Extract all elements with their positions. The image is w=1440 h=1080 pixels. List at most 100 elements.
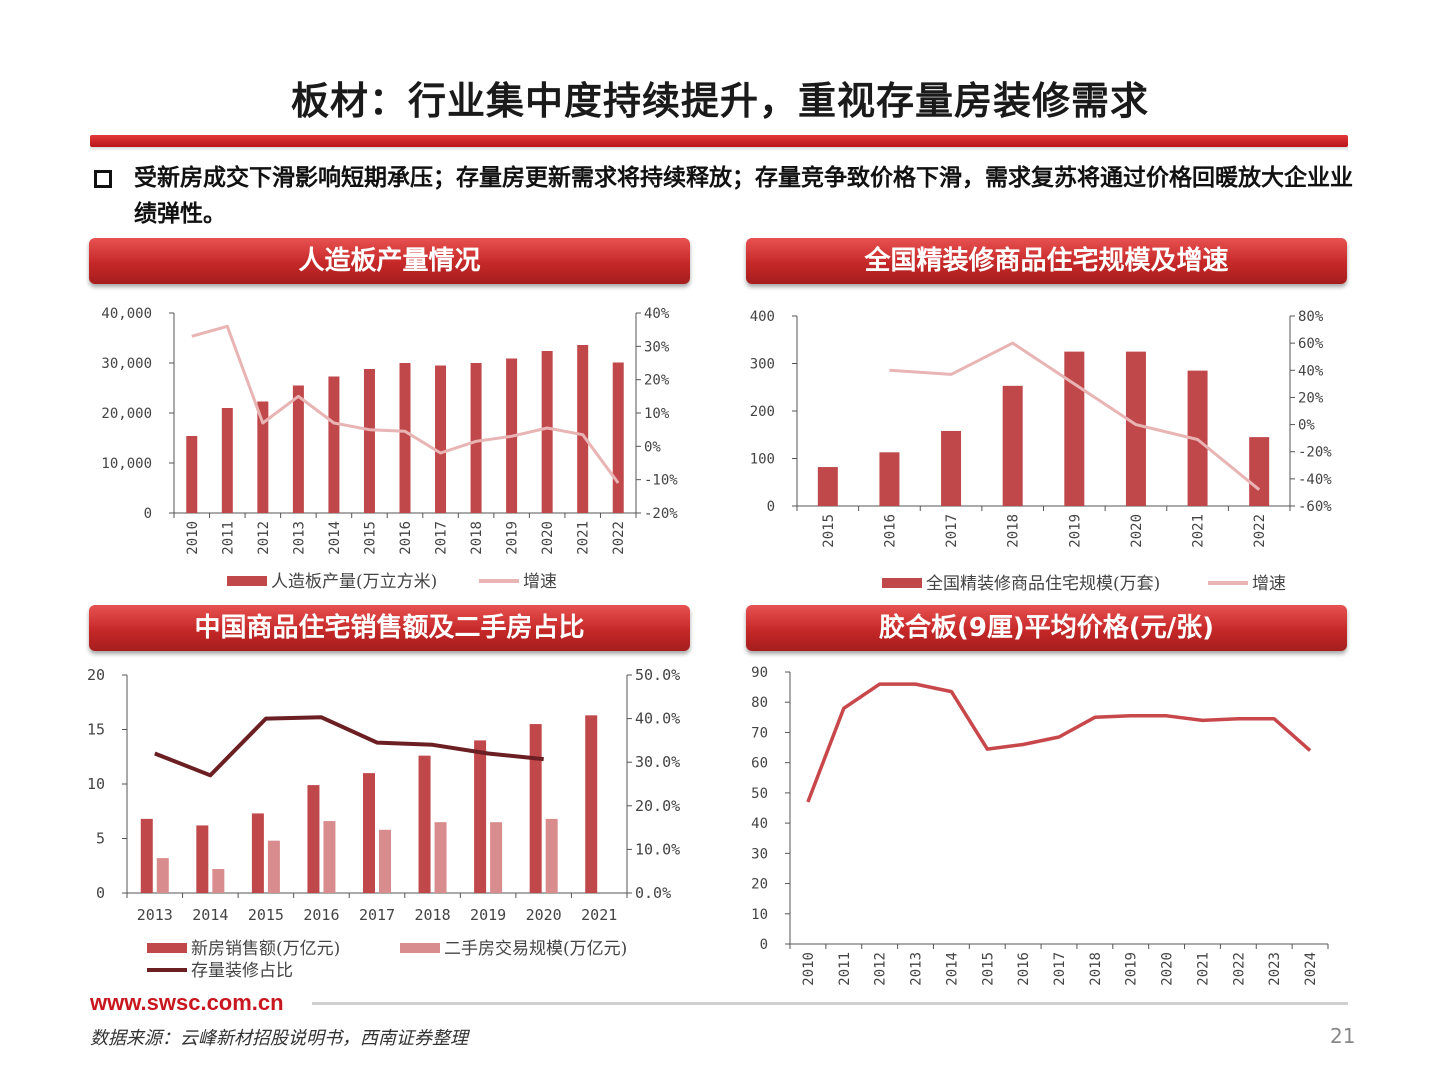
x-tick-label: 2019	[1124, 952, 1140, 986]
x-tick-label: 2014	[944, 952, 960, 986]
bar-1	[612, 362, 624, 513]
panel4-title: 胶合板(9厘)平均价格(元/张)	[746, 605, 1347, 651]
x-tick-label: 2012	[256, 521, 272, 555]
x-tick-label: 2015	[248, 906, 284, 924]
bar-1	[541, 351, 553, 513]
y-left-tick-label: 15	[87, 721, 105, 739]
bar-1	[1002, 385, 1023, 506]
page-number: 21	[1330, 1024, 1356, 1048]
x-tick-label: 2011	[837, 952, 853, 986]
y-right-tick-label: -10%	[644, 473, 678, 489]
y-right-tick-label: 30%	[644, 339, 670, 355]
panel1-svg: 0 10,000 20,000 30,000 40,000 -20% -10% 0% 10% 20…	[101, 306, 678, 592]
bar-1	[474, 740, 487, 893]
x-tick-label: 2015	[362, 521, 378, 555]
y-left-tick-label: 50	[751, 786, 768, 802]
x-tick-label: 2019	[505, 521, 521, 555]
legend-label: 增速	[523, 572, 557, 592]
x-tick-label: 2018	[1088, 952, 1104, 986]
y-left-tick-label: 200	[750, 404, 775, 420]
x-tick-label: 2010	[801, 952, 817, 986]
x-tick-label: 2018	[1006, 514, 1022, 548]
y-left-tick-label: 30	[751, 846, 768, 862]
x-tick-label: 2022	[1252, 514, 1268, 548]
y-left-tick-label: 10	[87, 775, 105, 793]
x-tick-label: 2024	[1303, 952, 1319, 986]
x-tick-label: 2013	[291, 521, 307, 555]
x-tick-label: 2011	[220, 521, 236, 555]
x-tick-label: 2021	[1191, 514, 1207, 548]
x-tick-label: 2018	[469, 521, 485, 555]
title-divider-shadow	[90, 147, 1348, 151]
bar-1	[251, 813, 264, 893]
x-tick-label: 2017	[434, 521, 450, 555]
page-title: 板材：行业集中度持续提升，重视存量房装修需求	[290, 79, 1149, 123]
x-tick-label: 2015	[821, 514, 837, 548]
y-left-tick-label: 10,000	[101, 456, 152, 472]
x-tick-label: 2016	[398, 521, 414, 555]
bar-2	[434, 822, 447, 893]
bar-1	[435, 365, 447, 513]
y-left-tick-label: 40,000	[101, 306, 152, 322]
bar-1	[307, 785, 320, 893]
data-source: 数据来源：云峰新材招股说明书，西南证券整理	[90, 1028, 468, 1049]
x-tick-label: 2019	[1067, 514, 1083, 548]
y-right-tick-label: 20%	[1298, 390, 1324, 406]
x-tick-label: 2017	[944, 514, 960, 548]
bar-1	[585, 715, 598, 893]
x-tick-label: 2013	[137, 906, 173, 924]
x-tick-label: 2023	[1267, 952, 1283, 986]
x-tick-label: 2020	[1160, 952, 1176, 986]
y-left-tick-label: 20	[87, 666, 105, 684]
legend-label: 存量装修占比	[191, 961, 293, 981]
bar-2	[490, 822, 503, 893]
y-left-tick-label: 0	[96, 884, 105, 902]
y-right-tick-label: 60%	[1298, 336, 1324, 352]
bar-1	[1064, 351, 1085, 506]
x-tick-label: 2016	[882, 514, 898, 548]
y-right-tick-label: 40.0%	[635, 710, 680, 728]
footer-divider	[312, 1002, 1348, 1005]
y-left-tick-label: 0	[760, 937, 768, 953]
panel3-title: 中国商品住宅销售额及二手房占比	[89, 605, 690, 651]
bar-1	[140, 818, 153, 893]
bar-2	[267, 840, 280, 893]
x-tick-label: 2021	[1195, 952, 1211, 986]
panel2-title: 全国精装修商品住宅规模及增速	[746, 238, 1347, 284]
x-tick-label: 2021	[581, 906, 617, 924]
y-left-tick-label: 5	[96, 830, 105, 848]
series-line	[154, 715, 544, 778]
legend-label: 增速	[1252, 574, 1286, 594]
bar-1	[577, 345, 589, 513]
x-tick-label: 2016	[1016, 952, 1032, 986]
y-left-tick-label: 100	[750, 452, 775, 468]
x-tick-label: 2020	[526, 906, 562, 924]
y-right-tick-label: 80%	[1298, 309, 1324, 325]
footer-url[interactable]: www.swsc.com.cn	[90, 990, 284, 1015]
legend-swatch	[147, 943, 187, 953]
x-tick-label: 2014	[327, 521, 343, 555]
y-left-tick-label: 30,000	[101, 356, 152, 372]
y-right-tick-label: 0%	[644, 439, 661, 455]
legend-swatch	[400, 943, 440, 953]
summary-bullet: 受新房成交下滑影响短期承压；存量房更新需求将持续释放；存量竞争致价格下滑，需求复…	[134, 165, 1353, 227]
y-right-tick-label: 20.0%	[635, 797, 680, 815]
x-tick-label: 2016	[303, 906, 339, 924]
y-right-tick-label: 10%	[644, 406, 670, 422]
panel1-title: 人造板产量情况	[89, 238, 690, 284]
bar-2	[323, 821, 336, 893]
bar-1	[1125, 351, 1146, 506]
y-left-tick-label: 80	[751, 695, 768, 711]
y-left-tick-label: 90	[751, 665, 768, 681]
bar-2	[212, 869, 225, 893]
panel4-svg: 0 10 20 30 40 50 60 70 80 90 2010 2011 2012 2013 2014 2…	[751, 665, 1329, 986]
y-right-tick-label: 50.0%	[635, 666, 680, 684]
x-tick-label: 2013	[909, 952, 925, 986]
bar-1	[817, 467, 838, 506]
y-right-tick-label: -40%	[1298, 472, 1332, 488]
panel3-svg: 0 5 10 15 20 0.0% 10.0% 20.0% 30.0% 40.0% 50.0% 201…	[87, 666, 680, 981]
x-tick-label: 2022	[1231, 952, 1247, 986]
chart-panel3: 0 5 10 15 20 0.0% 10.0% 20.0% 30.0% 40.0% 50.0% 201…	[80, 662, 700, 987]
bar-1	[363, 369, 375, 513]
y-left-tick-label: 10	[751, 907, 768, 923]
